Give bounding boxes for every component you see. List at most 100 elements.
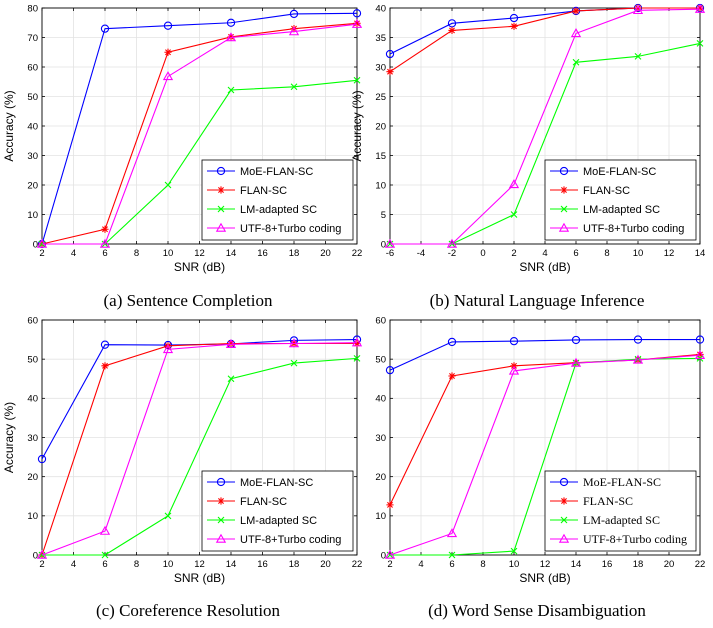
series-line bbox=[42, 357, 358, 556]
data-point bbox=[99, 525, 111, 535]
legend-box bbox=[201, 470, 354, 552]
data-point bbox=[632, 354, 644, 364]
series-lm-adapted-sc bbox=[38, 354, 361, 559]
subfigure-caption: (b) Natural Language Inference bbox=[430, 291, 645, 310]
legend-marker bbox=[560, 186, 568, 194]
x-axis-label: SNR (dB) bbox=[174, 571, 225, 585]
axes-frame bbox=[41, 319, 358, 556]
legend-label: MoE-FLAN-SC bbox=[240, 166, 313, 178]
chart-panel-4: 2 4 6 8 10 12 14 16 18 20 22 0 10 20 30 40 50 60 SNR (dB) M… bbox=[375, 315, 705, 620]
legend-label: UTF-8+Turbo coding bbox=[240, 534, 341, 546]
x-tick-label: 16 bbox=[257, 248, 268, 259]
data-point bbox=[164, 512, 172, 520]
y-tick-label: 20 bbox=[27, 180, 38, 191]
data-point bbox=[633, 335, 643, 344]
data-point bbox=[510, 22, 518, 30]
data-point bbox=[36, 549, 48, 559]
data-point bbox=[225, 338, 237, 348]
x-tick-label: 6 bbox=[573, 248, 578, 259]
data-point bbox=[226, 18, 236, 27]
legend-item-lm-adapted-sc: LM-adapted SC bbox=[550, 513, 660, 527]
data-point bbox=[351, 337, 363, 347]
legend-marker bbox=[216, 166, 226, 176]
data-point bbox=[384, 238, 396, 248]
chart-panel-1: 2 4 6 8 10 12 14 16 18 20 22 0 10 20 30 40 50 60 70 80 SNR (… bbox=[2, 3, 362, 310]
series-utf-8-turbo-coding bbox=[36, 337, 363, 559]
y-tick-label: 60 bbox=[27, 315, 38, 326]
y-axis-label: Accuracy (%) bbox=[350, 90, 364, 161]
data-point bbox=[446, 238, 458, 248]
x-tick-label: 8 bbox=[134, 559, 139, 570]
data-point bbox=[164, 181, 172, 189]
data-point bbox=[352, 9, 362, 18]
legend-label: FLAN-SC bbox=[240, 496, 287, 508]
x-tick-label: 8 bbox=[604, 248, 609, 259]
series-line bbox=[390, 8, 701, 245]
data-point bbox=[510, 547, 518, 555]
x-tick-label: 4 bbox=[71, 248, 76, 259]
x-axis-label: SNR (dB) bbox=[174, 260, 225, 274]
data-point bbox=[353, 76, 361, 84]
x-tick-label: 12 bbox=[194, 248, 205, 259]
legend-label: UTF-8+Turbo coding bbox=[240, 223, 341, 235]
y-tick-label: 10 bbox=[27, 511, 38, 522]
series-line bbox=[389, 354, 701, 556]
data-point bbox=[448, 26, 456, 35]
legend-label: MoE-FLAN-SC bbox=[583, 166, 656, 178]
data-point bbox=[101, 362, 109, 370]
data-point bbox=[570, 357, 582, 367]
series-utf-8-turbo-coding bbox=[384, 349, 706, 559]
legend-item-flan-sc: FLAN-SC bbox=[207, 496, 287, 508]
x-axis-label: SNR (dB) bbox=[519, 571, 570, 585]
legend-marker bbox=[217, 497, 225, 505]
y-tick-label: 30 bbox=[375, 62, 386, 73]
data-point bbox=[227, 86, 235, 94]
data-point bbox=[101, 225, 109, 233]
y-tick-label: 0 bbox=[381, 239, 386, 250]
series-line bbox=[389, 7, 700, 73]
series-moe-flan-sc bbox=[385, 335, 705, 375]
y-tick-label: 0 bbox=[33, 550, 38, 561]
data-point bbox=[447, 337, 457, 347]
subfigure-caption: (c) Coreference Resolution bbox=[96, 601, 281, 620]
x-tick-label: 12 bbox=[664, 248, 675, 259]
x-tick-label: 22 bbox=[352, 559, 363, 570]
legend-marker bbox=[217, 516, 225, 524]
x-tick-label: 6 bbox=[102, 248, 107, 259]
data-point bbox=[37, 454, 47, 464]
legend-label: LM-adapted SC bbox=[583, 513, 660, 527]
y-tick-label: 80 bbox=[27, 3, 38, 14]
data-point bbox=[634, 4, 642, 12]
x-tick-label: 16 bbox=[602, 559, 613, 570]
legend-item-moe-flan-sc: MoE-FLAN-SC bbox=[550, 475, 661, 489]
x-tick-label: 4 bbox=[71, 559, 76, 570]
legend-label: FLAN-SC bbox=[240, 185, 287, 197]
legend-marker bbox=[217, 186, 225, 194]
data-point bbox=[353, 19, 361, 27]
x-tick-label: 6 bbox=[449, 559, 454, 570]
data-point bbox=[227, 375, 235, 383]
series-line bbox=[41, 342, 358, 556]
data-point bbox=[572, 58, 580, 66]
series-line bbox=[41, 22, 358, 245]
legend-marker bbox=[558, 533, 570, 543]
data-point bbox=[696, 350, 704, 359]
x-tick-label: 0 bbox=[480, 248, 485, 259]
x-tick-label: 14 bbox=[226, 248, 237, 259]
x-tick-label: 10 bbox=[633, 248, 644, 259]
legend-label: FLAN-SC bbox=[583, 185, 630, 197]
y-tick-label: 30 bbox=[375, 433, 386, 444]
y-tick-label: 10 bbox=[375, 180, 386, 191]
series-moe-flan-sc bbox=[37, 9, 362, 249]
series-line bbox=[389, 339, 700, 371]
legend-label: LM-adapted SC bbox=[240, 515, 317, 527]
legend-marker bbox=[216, 477, 226, 487]
x-tick-label: 2 bbox=[387, 559, 392, 570]
x-tick-label: -2 bbox=[448, 248, 456, 259]
legend-item-lm-adapted-sc: LM-adapted SC bbox=[207, 204, 317, 216]
data-point bbox=[225, 32, 237, 42]
x-tick-label: 6 bbox=[102, 559, 107, 570]
legend-item-moe-flan-sc: MoE-FLAN-SC bbox=[207, 477, 313, 489]
legend-box bbox=[544, 470, 697, 552]
y-tick-label: 5 bbox=[381, 210, 386, 221]
